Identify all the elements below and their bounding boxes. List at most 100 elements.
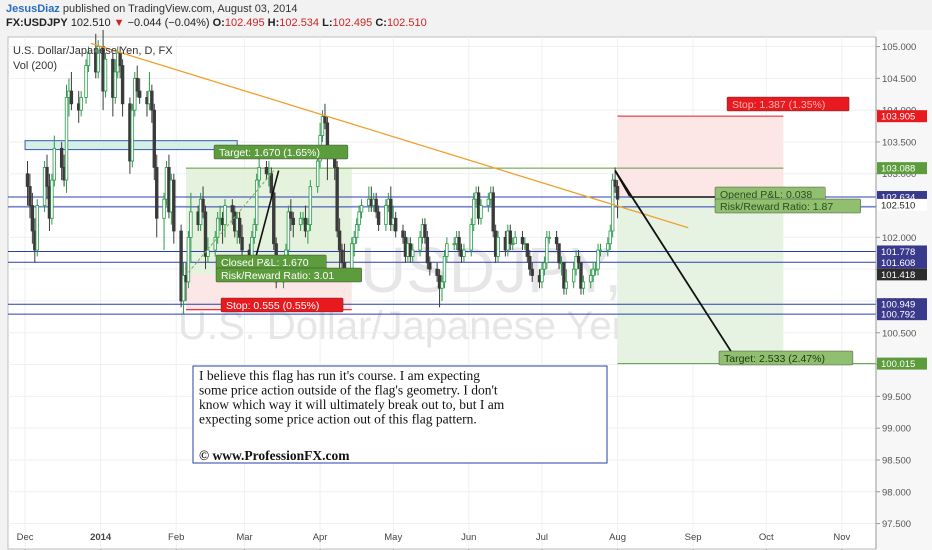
candle-body <box>64 97 69 181</box>
candle-body <box>384 205 388 226</box>
publish-line: JesusDiaz published on TradingView.com, … <box>6 3 298 15</box>
last-price: 102.510 <box>70 17 111 29</box>
candle-body <box>215 217 220 238</box>
candle-body <box>137 90 142 98</box>
price-label-bg <box>877 268 927 281</box>
candle-body <box>59 147 64 168</box>
price-label-bg <box>877 198 927 211</box>
price-tick-label: 99.500 <box>882 392 911 403</box>
candle-body <box>113 71 117 98</box>
candle-body <box>440 281 444 289</box>
candle-body <box>613 179 617 187</box>
candle-body <box>576 256 581 264</box>
candle-body <box>152 109 156 168</box>
candle-body <box>103 58 108 92</box>
annotation-line: some price action outside of the flag's … <box>199 383 498 398</box>
price-axis-label: 102.634 <box>881 193 915 204</box>
candle-body <box>591 268 595 276</box>
candle-body <box>376 211 381 226</box>
time-tick-label: Oct <box>759 532 774 543</box>
price-tick-label: 98.000 <box>882 487 911 498</box>
candle-body <box>201 198 205 213</box>
risk-zone <box>617 116 784 198</box>
candle-body <box>35 205 39 251</box>
candle-body <box>189 211 193 238</box>
candle-body <box>589 275 593 283</box>
candles <box>25 30 620 314</box>
candle-body <box>272 192 276 245</box>
candle-body <box>252 224 256 238</box>
flag-leg-dashed <box>188 170 275 273</box>
candle-body <box>135 77 139 92</box>
candle-body <box>547 236 551 239</box>
target-label-current: Target: 2.533 (2.47%) <box>724 353 825 365</box>
candle-body <box>462 249 466 257</box>
candle-body <box>28 186 32 206</box>
price-label-bg <box>877 256 927 269</box>
annotation-box[interactable]: I believe this flag has run it's course.… <box>192 365 608 464</box>
candle-body <box>593 268 598 271</box>
candle-body <box>540 268 544 283</box>
candle-body <box>401 230 405 238</box>
price-axis-label: 103.905 <box>881 112 915 123</box>
price-tick-label: 103.000 <box>882 169 916 180</box>
candle-body <box>457 236 461 251</box>
trade-zones <box>24 116 784 364</box>
candle-body <box>610 179 615 232</box>
high-value: 102.534 <box>279 17 320 29</box>
candle-body <box>162 198 166 219</box>
candle-body <box>340 249 344 264</box>
opened-pl-label: Opened P&L: 0.038 <box>720 189 812 201</box>
time-tick-label: Sep <box>685 532 702 543</box>
candle-body <box>264 166 269 175</box>
price-axis-label: 103.088 <box>881 164 915 175</box>
candle-body <box>298 217 303 226</box>
annotation-line: expecting some price action out of this … <box>199 412 477 427</box>
target-label-current-bg <box>718 350 854 366</box>
price-tick-label: 98.500 <box>882 455 911 466</box>
annotation-text: I believe this flag has run it's course.… <box>199 368 505 427</box>
open-value: 102.495 <box>224 17 265 29</box>
candle-body <box>471 198 476 226</box>
price-axis-label: 100.949 <box>881 300 915 311</box>
candle-body <box>257 166 261 181</box>
candle-body <box>335 166 339 232</box>
candle-body <box>269 173 274 194</box>
candle-body <box>615 186 620 200</box>
candle-body <box>206 249 210 257</box>
candle-body <box>230 205 235 213</box>
target-label-bg <box>213 144 349 160</box>
candle-body <box>562 262 566 289</box>
price-chart[interactable]: USDJPY, D U.S. Dollar/Japanese Yen Targe… <box>0 30 932 550</box>
reward-zone <box>617 197 784 364</box>
chart-title: U.S. Dollar/Japanese Yen, D, FX <box>13 45 173 57</box>
candle-body <box>606 243 610 251</box>
candle-body <box>411 249 415 257</box>
candle-body <box>423 224 427 238</box>
down-arrow-icon: ▼ <box>113 17 125 29</box>
quote-line: FX:USDJPY 102.510 ▼ −0.044 (−0.04%) O:10… <box>6 17 427 29</box>
annotation-footer: © www.ProfessionFX.com <box>199 448 350 463</box>
closed-pl-label: Closed P&L: 1.670 <box>221 257 309 269</box>
time-tick-label: Mar <box>236 532 252 543</box>
candle-body <box>357 211 361 226</box>
low-value: 102.495 <box>332 17 373 29</box>
price-tick-label: 103.500 <box>882 137 916 148</box>
risk-reward-label-bg <box>215 267 362 283</box>
price-tick-label: 99.000 <box>882 424 911 435</box>
stop-label-current-bg <box>726 96 850 112</box>
author-link[interactable]: JesusDiaz <box>6 3 60 15</box>
chart-header: JesusDiaz published on TradingView.com, … <box>0 0 932 30</box>
candle-body <box>96 46 100 73</box>
annotation-line: know which way it will ultimately break … <box>199 397 505 412</box>
candle-body <box>608 230 612 245</box>
candle-body <box>52 147 57 181</box>
candle-body <box>352 236 356 245</box>
annotation-line: I believe this flag has run it's course.… <box>199 368 480 383</box>
candle-body <box>564 281 569 289</box>
candle-body <box>520 236 525 245</box>
price-axis[interactable]: 105.000104.500104.000103.500103.000102.5… <box>875 30 932 550</box>
candle-body <box>469 224 473 251</box>
time-tick-label: Aug <box>609 532 626 543</box>
candle-body <box>84 65 88 98</box>
